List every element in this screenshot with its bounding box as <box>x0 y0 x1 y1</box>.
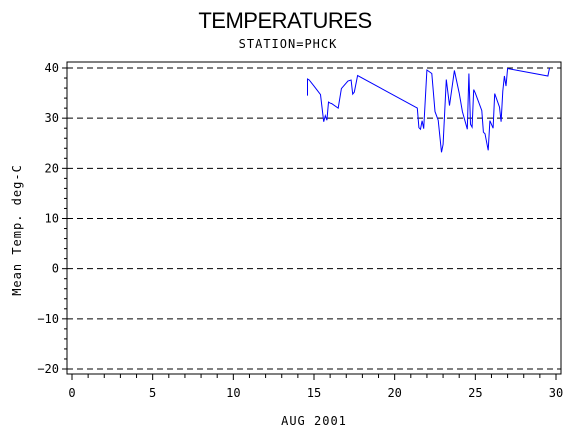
x-tick-label: 0 <box>68 386 75 400</box>
x-axis-label: AUG 2001 <box>281 414 347 428</box>
x-tick-label: 10 <box>226 386 240 400</box>
grid-lines <box>67 67 561 370</box>
y-tick-label: −10 <box>37 312 59 326</box>
y-tick-label: −20 <box>37 362 59 376</box>
y-axis: −20 −10 0 10 20 30 40 <box>37 61 67 376</box>
series-line <box>307 67 550 153</box>
x-tick-label: 25 <box>468 386 482 400</box>
y-tick-label: 40 <box>45 61 59 75</box>
y-tick-label: 20 <box>45 161 59 175</box>
chart-title: TEMPERATURES <box>198 8 371 33</box>
data-series <box>307 67 550 153</box>
x-tick-label: 30 <box>549 386 563 400</box>
y-axis-label: Mean Temp. deg-C <box>10 164 24 296</box>
chart-subtitle: STATION=PHCK <box>239 37 338 51</box>
x-axis: 0 5 10 15 20 25 30 <box>68 374 563 400</box>
y-tick-label: 0 <box>52 262 59 276</box>
x-tick-label: 5 <box>149 386 156 400</box>
x-tick-label: 15 <box>307 386 321 400</box>
y-tick-label: 10 <box>45 212 59 226</box>
x-tick-label: 20 <box>387 386 401 400</box>
y-tick-label: 30 <box>45 111 59 125</box>
